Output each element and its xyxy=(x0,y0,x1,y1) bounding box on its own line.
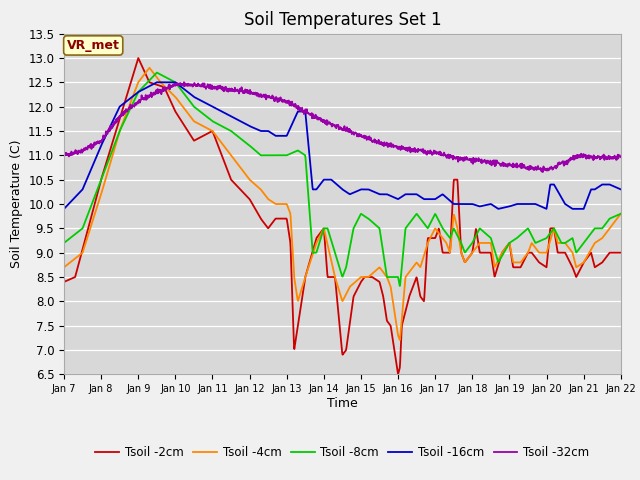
Tsoil -4cm xyxy=(297,289,305,295)
Line: Tsoil -2cm: Tsoil -2cm xyxy=(64,58,621,373)
Tsoil -8cm xyxy=(153,70,161,75)
Tsoil -4cm xyxy=(378,266,385,272)
Title: Soil Temperatures Set 1: Soil Temperatures Set 1 xyxy=(244,11,441,29)
Tsoil -32cm xyxy=(126,104,134,109)
Tsoil -4cm xyxy=(103,171,111,177)
Tsoil -2cm xyxy=(134,55,142,61)
Tsoil -16cm xyxy=(308,180,316,186)
Tsoil -16cm xyxy=(103,130,111,136)
Tsoil -8cm xyxy=(308,242,316,248)
Tsoil -32cm xyxy=(103,130,111,136)
Tsoil -32cm xyxy=(539,169,547,175)
Tsoil -4cm xyxy=(60,264,68,270)
Tsoil -16cm xyxy=(126,96,134,102)
Tsoil -8cm xyxy=(318,231,326,237)
Tsoil -8cm xyxy=(126,107,134,113)
Line: Tsoil -4cm: Tsoil -4cm xyxy=(64,68,621,340)
Legend: Tsoil -2cm, Tsoil -4cm, Tsoil -8cm, Tsoil -16cm, Tsoil -32cm: Tsoil -2cm, Tsoil -4cm, Tsoil -8cm, Tsoi… xyxy=(91,442,594,464)
Tsoil -4cm xyxy=(126,102,134,108)
Tsoil -4cm xyxy=(318,229,326,235)
Tsoil -8cm xyxy=(60,240,68,246)
Tsoil -16cm xyxy=(378,192,385,197)
Tsoil -4cm xyxy=(396,337,404,343)
Tsoil -4cm xyxy=(145,65,153,71)
X-axis label: Time: Time xyxy=(327,397,358,410)
Tsoil -32cm xyxy=(308,115,316,121)
Tsoil -2cm xyxy=(308,250,316,256)
Tsoil -16cm xyxy=(60,206,68,212)
Text: VR_met: VR_met xyxy=(67,39,120,52)
Y-axis label: Soil Temperature (C): Soil Temperature (C) xyxy=(10,140,22,268)
Tsoil -4cm xyxy=(308,253,316,259)
Tsoil -8cm xyxy=(617,211,625,216)
Tsoil -2cm xyxy=(318,228,326,233)
Tsoil -32cm xyxy=(180,79,188,85)
Tsoil -2cm xyxy=(378,286,385,291)
Line: Tsoil -8cm: Tsoil -8cm xyxy=(64,72,621,286)
Tsoil -8cm xyxy=(297,149,305,155)
Tsoil -8cm xyxy=(396,283,404,289)
Tsoil -2cm xyxy=(297,305,305,311)
Tsoil -8cm xyxy=(103,161,111,167)
Line: Tsoil -16cm: Tsoil -16cm xyxy=(64,82,621,209)
Tsoil -2cm xyxy=(617,250,625,255)
Tsoil -16cm xyxy=(153,79,161,85)
Tsoil -16cm xyxy=(617,187,625,192)
Tsoil -32cm xyxy=(297,106,305,112)
Tsoil -16cm xyxy=(318,179,326,185)
Tsoil -32cm xyxy=(617,154,625,160)
Tsoil -32cm xyxy=(378,139,385,145)
Tsoil -2cm xyxy=(126,83,134,89)
Tsoil -4cm xyxy=(617,211,625,216)
Tsoil -2cm xyxy=(103,157,111,163)
Tsoil -2cm xyxy=(60,279,68,285)
Tsoil -32cm xyxy=(318,118,326,124)
Tsoil -32cm xyxy=(60,152,68,157)
Line: Tsoil -32cm: Tsoil -32cm xyxy=(64,82,621,172)
Tsoil -2cm xyxy=(394,371,402,376)
Tsoil -8cm xyxy=(378,237,385,242)
Tsoil -16cm xyxy=(297,108,305,114)
